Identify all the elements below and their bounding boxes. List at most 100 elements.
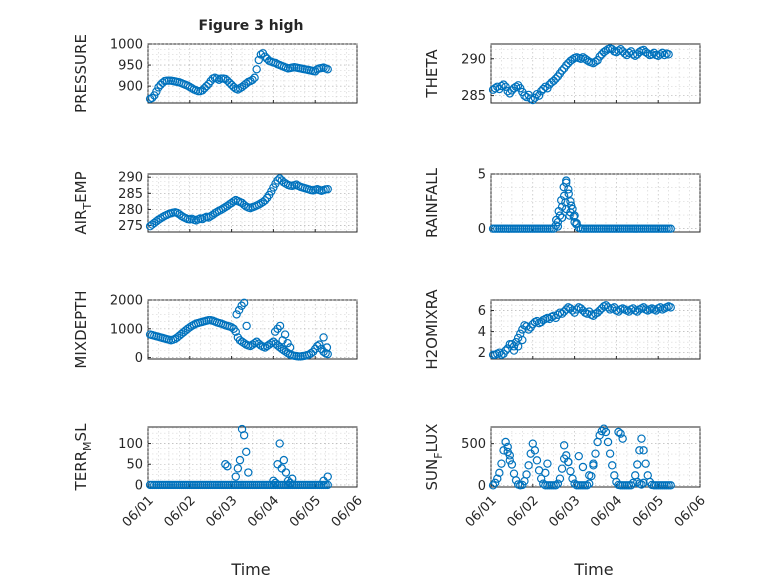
data-point <box>208 210 217 220</box>
data-point <box>554 207 563 216</box>
data-point <box>635 47 644 57</box>
y-tick-label: 0 <box>478 479 486 494</box>
data-point <box>591 57 600 66</box>
y-axis-label: TERRMSL <box>72 423 94 492</box>
data-point <box>322 343 332 352</box>
data-point <box>566 197 575 206</box>
data-point <box>237 337 247 346</box>
y-tick-label: 6 <box>478 304 486 319</box>
data-point <box>488 85 498 94</box>
y-axis-label: PRESSURE <box>72 34 90 113</box>
data-point <box>551 481 560 490</box>
data-point <box>666 224 675 233</box>
data-point <box>654 51 663 61</box>
data-point <box>532 456 542 465</box>
data-point <box>666 481 675 490</box>
data-point <box>601 46 611 55</box>
data-point <box>557 66 567 75</box>
data-point <box>595 52 604 61</box>
data-point <box>532 89 542 99</box>
y-tick-label: 280 <box>118 203 143 218</box>
x-tick-label: 06/02 <box>505 493 542 530</box>
data-point <box>152 87 161 96</box>
y-tick-label: 5 <box>478 168 486 183</box>
data-point <box>589 459 598 468</box>
data-point <box>499 80 508 89</box>
data-point <box>225 200 234 209</box>
y-tick-label: 285 <box>118 187 143 202</box>
data-point <box>221 202 230 212</box>
data-point <box>248 340 257 349</box>
data-point <box>559 182 568 192</box>
x-tick-label: 06/05 <box>287 493 324 530</box>
data-point <box>557 309 567 318</box>
data-point <box>580 54 590 63</box>
data-point <box>239 298 249 308</box>
data-point <box>564 189 573 198</box>
data-point <box>242 447 251 457</box>
data-point <box>576 54 586 63</box>
data-point <box>323 184 332 194</box>
data-point <box>233 464 243 473</box>
figure-title: Figure 3 high <box>199 18 304 34</box>
data-point <box>639 446 648 455</box>
data-point <box>541 82 550 91</box>
data-point <box>534 91 544 100</box>
data-point <box>559 441 569 450</box>
subplot-sun_flux: 06/01 06/02 06/03 06/04 06/05 06/06 0 500 SUNFLU… <box>423 424 709 531</box>
data-point <box>603 303 613 312</box>
data-point <box>313 341 322 351</box>
data-point <box>254 55 263 65</box>
data-point <box>637 480 646 489</box>
subplot-pressure: 900 950 1000 PRESSURE <box>72 34 358 113</box>
data-point <box>285 343 295 352</box>
data-point <box>616 429 625 438</box>
data-point <box>566 466 575 476</box>
data-point <box>509 346 519 355</box>
data-point <box>503 447 512 457</box>
series-pressure <box>145 49 332 103</box>
x-axis-label-right: Time <box>573 560 613 579</box>
data-point <box>585 471 594 480</box>
data-point <box>601 427 611 437</box>
data-point <box>232 310 241 319</box>
data-point <box>202 81 211 91</box>
data-point <box>553 479 563 488</box>
data-point <box>509 84 519 93</box>
x-tick-label: 06/02 <box>162 493 199 530</box>
data-point <box>225 78 234 87</box>
data-point <box>285 478 295 488</box>
data-point <box>501 346 510 355</box>
y-tick-label: 0 <box>478 222 486 237</box>
data-point <box>214 75 224 85</box>
x-tick-label: 06/04 <box>588 493 625 530</box>
data-point <box>147 93 157 103</box>
x-axis-label-left: Time <box>230 560 270 579</box>
data-point <box>614 427 623 437</box>
data-point <box>616 44 625 54</box>
data-point <box>626 481 636 490</box>
data-point <box>283 476 293 485</box>
data-point <box>501 437 510 447</box>
data-point <box>541 468 550 478</box>
data-point <box>503 442 512 452</box>
data-point <box>235 455 245 465</box>
data-point <box>198 86 207 95</box>
data-point <box>242 79 251 88</box>
y-tick-label: 290 <box>118 171 143 186</box>
subplot-terr_msl: 06/01 06/02 06/03 06/04 06/05 06/06 0 50 100 TERR… <box>72 423 366 530</box>
data-point <box>260 52 270 61</box>
data-point <box>639 478 648 488</box>
data-point <box>200 84 209 93</box>
y-axis-label: SUNFLUX <box>423 424 445 491</box>
data-point <box>235 84 245 93</box>
data-point <box>608 461 617 470</box>
y-tick-label: 0 <box>135 478 143 493</box>
data-point <box>509 342 519 351</box>
data-point <box>553 222 563 231</box>
y-tick-label: 275 <box>118 219 143 234</box>
data-point <box>497 81 506 91</box>
